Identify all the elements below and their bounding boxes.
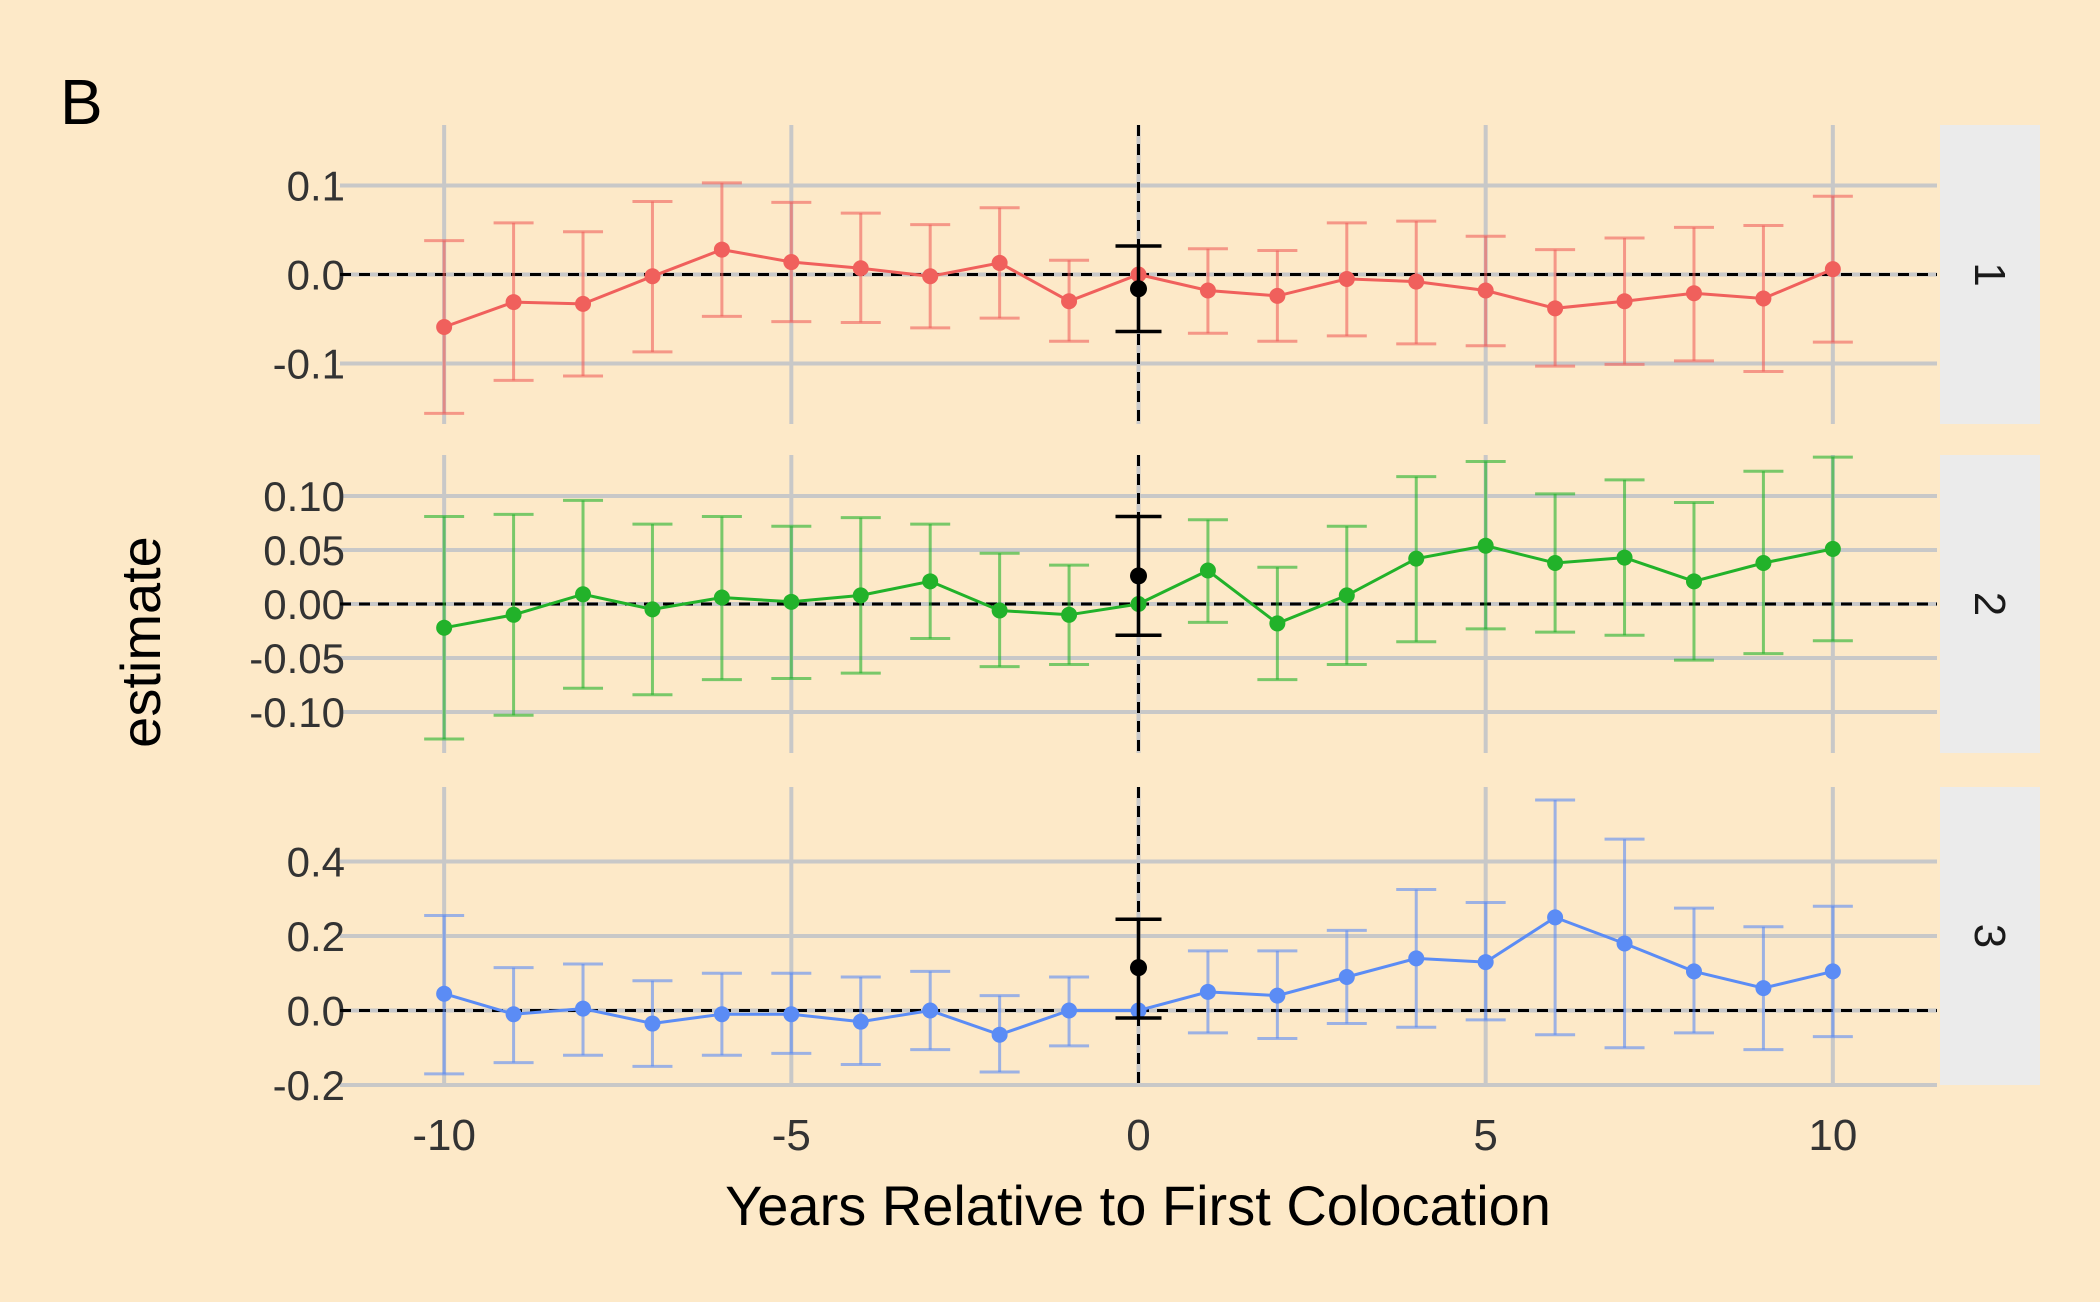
data-point xyxy=(1685,573,1702,590)
pooled-estimate-point xyxy=(1130,959,1147,977)
data-point xyxy=(991,1026,1008,1043)
data-point xyxy=(575,295,592,312)
facet-strip-label: 1 xyxy=(1965,262,2014,286)
data-point xyxy=(575,586,592,603)
data-point xyxy=(852,1013,869,1030)
data-point xyxy=(505,606,522,623)
x-tick-label: -5 xyxy=(772,1111,811,1160)
y-tick-label: 0.05 xyxy=(263,527,345,574)
y-tick-label: 0.00 xyxy=(263,581,345,628)
y-tick-label: 0.1 xyxy=(287,163,345,210)
data-point xyxy=(644,1015,661,1032)
x-tick-label: -10 xyxy=(412,1111,476,1160)
data-point xyxy=(644,268,661,285)
data-point xyxy=(1824,963,1841,980)
data-point xyxy=(1547,909,1564,926)
y-tick-label: 0.0 xyxy=(287,252,345,299)
data-point xyxy=(713,1006,730,1023)
y-tick-label: 0.2 xyxy=(287,913,345,960)
data-point xyxy=(575,1000,592,1017)
facet-panels: 0.1 0.0 -0.1 1 0.10 0.05 0.00 -0.05 -0.10 2 0.4 0.2… xyxy=(249,125,2040,1109)
data-point xyxy=(852,587,869,604)
y-tick-label: -0.05 xyxy=(249,635,345,682)
facet-strip-label: 2 xyxy=(1965,592,2014,616)
data-point xyxy=(1061,606,1078,623)
data-point xyxy=(1338,968,1355,985)
pooled-estimate-point xyxy=(1130,567,1147,585)
data-point xyxy=(1061,293,1078,310)
data-point xyxy=(1408,950,1425,967)
facet-strip-label: 3 xyxy=(1965,924,2014,948)
x-tick-labels: -10 -5 0 5 10 xyxy=(412,1111,1857,1160)
facet-panel-1: 0.1 0.0 -0.1 1 xyxy=(273,125,2040,424)
pooled-estimate-point xyxy=(1130,280,1147,298)
facet-strip xyxy=(1940,455,2040,753)
y-axis-title: estimate xyxy=(109,536,172,748)
data-point xyxy=(1685,285,1702,302)
y-tick-label: -0.2 xyxy=(273,1062,345,1109)
data-point xyxy=(713,589,730,606)
data-point xyxy=(922,268,939,285)
y-tick-label: 0.4 xyxy=(287,839,345,886)
data-point xyxy=(1755,980,1772,997)
data-point xyxy=(644,601,661,618)
data-point xyxy=(1824,540,1841,557)
data-point xyxy=(783,254,800,271)
data-point xyxy=(1408,273,1425,290)
data-point xyxy=(991,602,1008,619)
data-point xyxy=(1199,562,1216,579)
facet-strip xyxy=(1940,125,2040,424)
data-point xyxy=(1477,954,1494,971)
data-point xyxy=(991,254,1008,271)
panel-label: B xyxy=(60,66,103,138)
data-point xyxy=(1824,261,1841,278)
data-point xyxy=(1408,550,1425,567)
data-point xyxy=(1477,282,1494,299)
y-tick-label: 0.10 xyxy=(263,473,345,520)
data-point xyxy=(1755,290,1772,307)
data-point xyxy=(1338,587,1355,604)
data-point xyxy=(436,619,453,636)
x-tick-label: 10 xyxy=(1808,1111,1857,1160)
data-point xyxy=(505,294,522,311)
data-point xyxy=(1269,987,1286,1004)
data-point xyxy=(1477,537,1494,554)
data-point xyxy=(783,593,800,610)
facet-strip xyxy=(1940,787,2040,1085)
data-point xyxy=(783,1006,800,1023)
data-point xyxy=(1061,1002,1078,1019)
data-point xyxy=(505,1006,522,1023)
data-point xyxy=(1338,270,1355,287)
data-point xyxy=(1269,287,1286,304)
data-point xyxy=(1547,300,1564,317)
data-point xyxy=(1755,554,1772,571)
y-tick-label: 0.0 xyxy=(287,988,345,1035)
data-point xyxy=(1199,282,1216,299)
x-tick-label: 0 xyxy=(1126,1111,1150,1160)
data-point xyxy=(1616,293,1633,310)
y-tick-label: -0.10 xyxy=(249,689,345,736)
data-point xyxy=(852,260,869,277)
data-point xyxy=(436,985,453,1002)
facet-panel-3: 0.4 0.2 0.0 -0.2 3 xyxy=(273,787,2040,1109)
x-tick-label: 5 xyxy=(1473,1111,1497,1160)
data-point xyxy=(1616,549,1633,566)
data-point xyxy=(1616,935,1633,952)
y-tick-label: -0.1 xyxy=(273,340,345,387)
data-point xyxy=(1269,615,1286,632)
data-point xyxy=(1685,963,1702,980)
data-point xyxy=(922,573,939,590)
data-point xyxy=(436,319,453,336)
data-point xyxy=(1199,983,1216,1000)
x-axis-title: Years Relative to First Colocation xyxy=(725,1174,1551,1237)
data-point xyxy=(922,1002,939,1019)
facet-panel-2: 0.10 0.05 0.00 -0.05 -0.10 2 xyxy=(249,455,2040,753)
data-point xyxy=(713,241,730,258)
data-point xyxy=(1547,554,1564,571)
